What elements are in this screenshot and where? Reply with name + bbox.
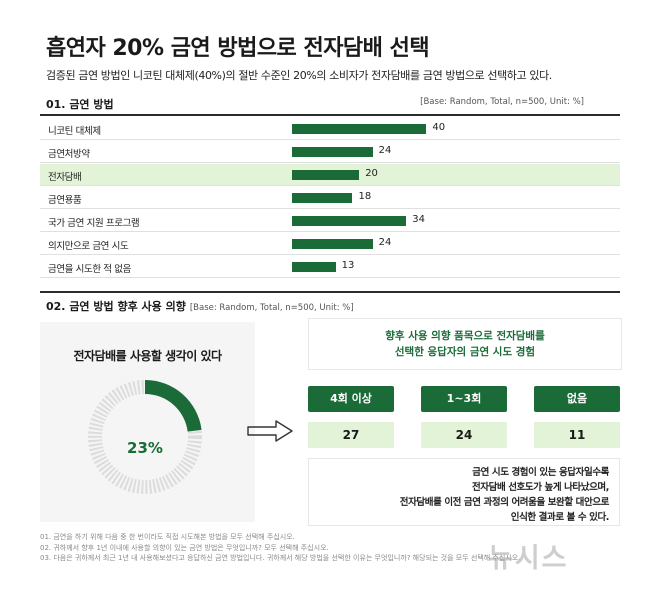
donut-panel: 전자담배를 사용할 생각이 있다 23% — [40, 322, 255, 522]
bar-value-label: 24 — [378, 237, 392, 248]
page-title: 흡연자 20% 금연 방법으로 전자담배 선택 — [46, 36, 430, 61]
bar — [292, 193, 353, 203]
option-header-1to3: 1~3회 — [421, 386, 507, 412]
bar-value-label: 34 — [412, 214, 425, 225]
section1-base-note: [Base: Random, Total, n=500, Unit: %] — [420, 97, 584, 107]
experience-panel-title: 향후 사용 의향 품목으로 전자담배를 선택한 응답자의 금연 시도 경험 — [308, 318, 622, 370]
bar-category-label: 금연처방약 — [48, 149, 90, 160]
bar-category-label: 의지만으로 금연 시도 — [48, 241, 129, 252]
footnote-1: 01. 금연을 하기 위해 다음 중 한 번이라도 직접 시도해본 방법을 모두… — [40, 533, 295, 541]
watermark-logo: 뉴시스 — [488, 543, 569, 574]
option-header-none: 없음 — [534, 386, 620, 412]
footnotes: 01. 금연을 하기 위해 다음 중 한 번이라도 직접 시도해본 방법을 모두… — [40, 532, 520, 564]
section2-rule — [40, 291, 620, 293]
section1-rule — [40, 114, 620, 116]
bar-category-label: 전자담배 — [48, 172, 82, 183]
conclusion-line4: 인식한 결과로 볼 수 있다. — [510, 512, 610, 523]
experience-title-line2: 선택한 응답자의 금연 시도 경험 — [394, 346, 536, 358]
bar-value-label: 20 — [365, 168, 378, 179]
option-value-4plus: 27 — [308, 422, 394, 448]
donut-percent-label: 23% — [127, 439, 163, 457]
bar — [292, 262, 336, 272]
option-value-1to3: 24 — [421, 422, 507, 448]
bar-category-label: 금연을 시도한 적 없음 — [48, 264, 131, 275]
bar-value-label: 24 — [378, 145, 392, 156]
bar — [292, 239, 373, 249]
bar-value-label: 13 — [341, 260, 355, 271]
section2-title: 02. 금연 방법 향후 사용 의향 — [46, 300, 186, 313]
bar-value-label: 40 — [432, 122, 446, 133]
bar — [292, 147, 373, 157]
section1-heading: 01. 금연 방법 — [46, 98, 114, 111]
arrow-right-icon — [247, 420, 293, 442]
conclusion-line3: 전자담배를 이전 금연 과정의 어려움을 보완할 대안으로 — [399, 497, 610, 508]
bar-row: 국가 금연 지원 프로그램 34 — [40, 210, 620, 232]
bar-row: 니코틴 대체제 40 — [40, 118, 620, 140]
bar-value-label: 18 — [358, 191, 372, 202]
bar-category-label: 금연용품 — [48, 195, 82, 206]
bar-row: 전자담배 20 — [40, 164, 620, 186]
section2-heading: 02. 금연 방법 향후 사용 의향 [Base: Random, Total, … — [46, 298, 354, 314]
bar-row: 금연용품 18 — [40, 187, 620, 209]
conclusion-line1: 금연 시도 경험이 있는 응답자일수록 — [472, 467, 609, 478]
option-value-none: 11 — [534, 422, 620, 448]
bar-row: 의지만으로 금연 시도 24 — [40, 233, 620, 255]
bar — [292, 216, 407, 226]
bar — [292, 170, 360, 180]
option-header-4plus: 4회 이상 — [308, 386, 394, 412]
bar-category-label: 국가 금연 지원 프로그램 — [48, 218, 140, 229]
conclusion-line2: 전자담배 선호도가 높게 나타났으며, — [471, 482, 609, 493]
bar-row: 금연처방약 24 — [40, 141, 620, 163]
section2-base-note: [Base: Random, Total, n=500, Unit: %] — [189, 303, 354, 313]
footnote-2: 02. 귀하께서 향후 1년 이내에 사용할 의향이 있는 금연 방법은 무엇입… — [40, 543, 329, 552]
conclusion-box: 금연 시도 경험이 있는 응답자일수록 전자담배 선호도가 높게 나타났으며, … — [308, 458, 620, 526]
experience-title-line1: 향후 사용 의향 품목으로 전자담배를 — [385, 330, 545, 342]
bar — [292, 124, 427, 134]
page-subtitle: 검증된 금연 방법인 니코틴 대체제(40%)의 절반 수준인 20%의 소비자… — [46, 69, 552, 82]
footnote-3: 03. 다음은 귀하께서 최근 1년 내 사용해보셨다고 응답하신 금연 방법입… — [40, 554, 521, 562]
donut-title: 전자담배를 사용할 생각이 있다 — [73, 349, 222, 363]
donut-chart — [88, 380, 202, 494]
donut-track — [88, 380, 202, 494]
bar-row: 금연을 시도한 적 없음 13 — [40, 256, 620, 278]
bar-category-label: 니코틴 대체제 — [48, 126, 101, 137]
donut-slice-yes — [145, 380, 202, 432]
